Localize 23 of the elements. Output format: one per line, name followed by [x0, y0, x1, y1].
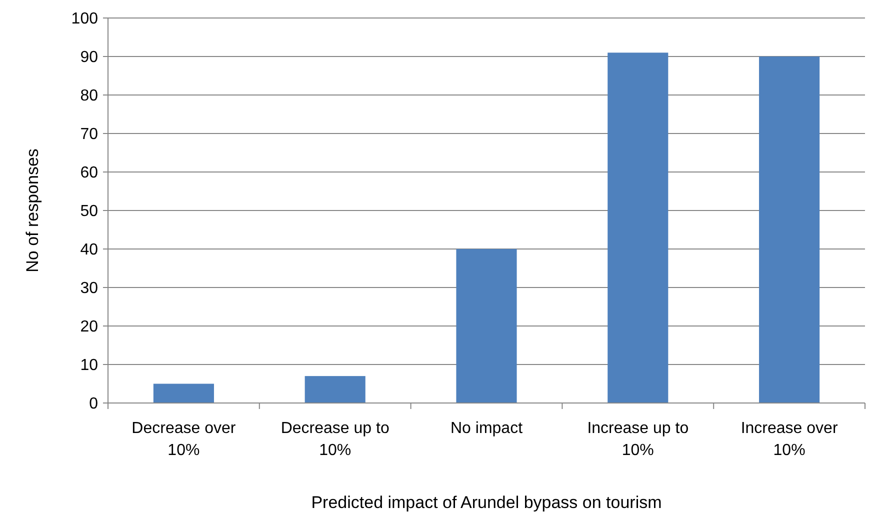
y-tick-label: 30	[80, 280, 98, 298]
x-axis-title: Predicted impact of Arundel bypass on tourism	[311, 493, 662, 512]
y-tick-label: 40	[80, 242, 98, 259]
bar	[304, 376, 366, 403]
y-tick-label: 10	[80, 357, 98, 374]
bar	[759, 56, 820, 403]
y-tick-label: 90	[80, 49, 98, 66]
x-tick-label: Increase up to 10%	[587, 420, 689, 459]
y-tick-label: 80	[80, 88, 98, 105]
x-tick-label: Increase over 10%	[740, 420, 838, 459]
y-tick-label: 70	[80, 126, 98, 144]
bar	[456, 249, 517, 403]
bar	[608, 52, 668, 403]
y-tick-label: 60	[80, 164, 98, 182]
y-tick-label: 0	[89, 396, 98, 413]
y-tick-label: 50	[80, 203, 98, 220]
y-axis-title: No of responses	[23, 148, 42, 272]
x-tick-label: Decrease over 10%	[132, 420, 236, 459]
bar	[153, 384, 214, 403]
y-tick-label: 20	[80, 318, 98, 336]
x-tick-label: No impact	[450, 420, 524, 437]
x-tick-label: Decrease up to 10%	[280, 420, 390, 459]
y-tick-label: 100	[71, 10, 98, 28]
